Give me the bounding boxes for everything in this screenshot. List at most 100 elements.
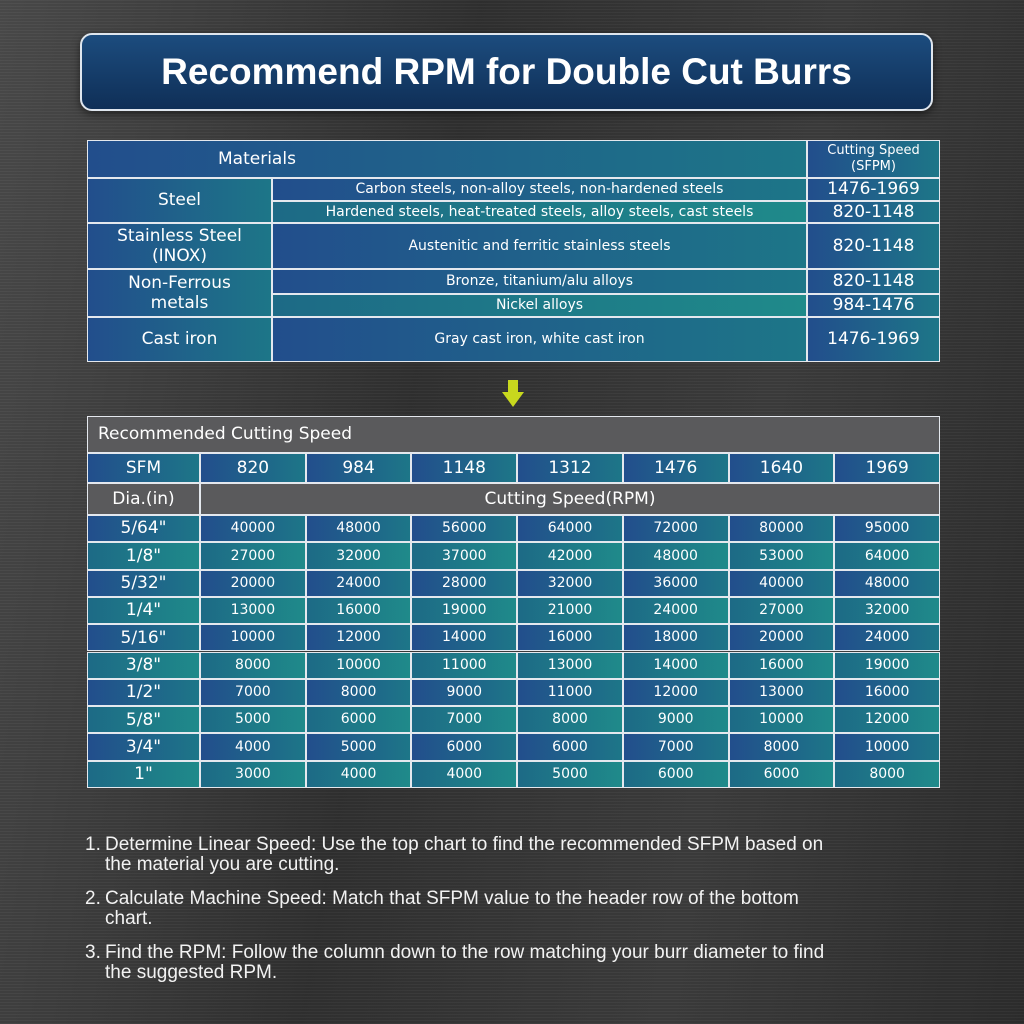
material-description: Gray cast iron, white cast iron — [272, 317, 807, 362]
rpm-value: 5000 — [517, 760, 623, 788]
step-number: 1. — [85, 834, 101, 855]
diameter: 5/16" — [87, 624, 200, 652]
rpm-value: 53000 — [728, 542, 835, 570]
rpm-value: 24000 — [622, 596, 729, 625]
sfm-value: 1312 — [517, 453, 623, 483]
speed-header-line: (SFPM) — [851, 159, 896, 174]
rpm-value: 10000 — [834, 733, 940, 761]
step-text: Determine Linear Speed: Use the top char… — [105, 834, 824, 875]
rpm-value: 64000 — [834, 542, 940, 570]
step-number: 3. — [85, 941, 101, 963]
rpm-value: 21000 — [517, 596, 623, 625]
rpm-value: 5000 — [305, 733, 412, 761]
rpm-value: 7000 — [200, 678, 306, 707]
rpm-value: 40000 — [200, 515, 306, 543]
rpm-value: 7000 — [411, 706, 518, 734]
rpm-value: 6000 — [305, 706, 412, 734]
title: Recommend RPM for Double Cut Burrs — [80, 33, 933, 111]
rpm-value: 48000 — [622, 542, 729, 570]
material-description: Hardened steels, heat-treated steels, al… — [272, 201, 807, 223]
cutting-speed: 984-1476 — [807, 294, 940, 317]
rpm-value: 24000 — [834, 624, 940, 652]
rpm-value: 12000 — [622, 678, 729, 707]
diameter: 5/32" — [87, 569, 200, 597]
material-name: Steel — [87, 178, 272, 223]
sfm-value: 1476 — [622, 453, 729, 483]
material-name: Cast iron — [87, 317, 272, 362]
rpm-value: 32000 — [305, 542, 412, 570]
cutting-speed: 820-1148 — [807, 223, 940, 269]
rpm-value: 9000 — [411, 678, 518, 707]
rpm-value: 10000 — [305, 651, 412, 679]
rpm-value: 6000 — [728, 760, 835, 788]
rpm-value: 48000 — [834, 569, 940, 597]
sfm-value: 984 — [305, 453, 412, 483]
dia-label: Dia.(in) — [87, 483, 200, 515]
arrow — [502, 380, 524, 407]
diameter: 1/8" — [87, 542, 200, 570]
cutting-speed: 1476-1969 — [807, 317, 940, 362]
rpm-value: 37000 — [411, 542, 518, 570]
diameter: 3/4" — [87, 733, 200, 761]
step: 1. Determine Linear Speed: Use the top ch… — [85, 835, 845, 875]
rpm-value: 40000 — [728, 569, 835, 597]
rpm-value: 8000 — [728, 733, 835, 761]
rpm-value: 6000 — [622, 760, 729, 788]
step: 3. Find the RPM: Follow the column down t… — [85, 941, 845, 983]
rpm-value: 95000 — [834, 515, 940, 543]
sfm-value: 1148 — [411, 453, 518, 483]
diameter: 1/4" — [87, 596, 200, 625]
material-description: Carbon steels, non-alloy steels, non-har… — [272, 178, 807, 201]
cutting-speed: 1476-1969 — [807, 178, 940, 201]
rpm-value: 3000 — [200, 760, 306, 788]
rpm-value: 9000 — [622, 706, 729, 734]
rpm-value: 13000 — [200, 596, 306, 625]
rpm-value: 13000 — [728, 678, 835, 707]
rpm-value: 80000 — [728, 515, 835, 543]
speed-header: Cutting Speed (SFPM) — [807, 140, 940, 178]
rpm-value: 6000 — [411, 733, 518, 761]
rpm-value: 4000 — [411, 760, 518, 788]
rpm-value: 11000 — [411, 651, 518, 679]
rpm-value: 11000 — [517, 678, 623, 707]
material-name: Stainless Steel (INOX) — [87, 223, 272, 269]
rpm-value: 8000 — [305, 678, 412, 707]
diameter: 5/64" — [87, 515, 200, 543]
rpm-value: 32000 — [834, 596, 940, 625]
rpm-label: Cutting Speed(RPM) — [200, 483, 940, 515]
rpm-value: 14000 — [411, 624, 518, 652]
rpm-value: 16000 — [305, 596, 412, 625]
material-description: Bronze, titanium/alu alloys — [272, 269, 807, 294]
step-text: Find the RPM: Follow the column down to … — [105, 941, 825, 983]
rpm-value: 8000 — [834, 760, 940, 788]
arrow-icon — [502, 380, 524, 407]
material-description: Austenitic and ferritic stainless steels — [272, 223, 807, 269]
rpm-value: 16000 — [728, 651, 835, 679]
rpm-value: 19000 — [411, 596, 518, 625]
rpm-value: 8000 — [200, 651, 306, 679]
speed-table-title: Recommended Cutting Speed — [87, 416, 940, 453]
rpm-value: 12000 — [834, 706, 940, 734]
rpm-value: 24000 — [305, 569, 412, 597]
rpm-value: 42000 — [517, 542, 623, 570]
rpm-value: 16000 — [517, 624, 623, 652]
rpm-value: 72000 — [622, 515, 729, 543]
rpm-value: 56000 — [411, 515, 518, 543]
rpm-value: 4000 — [200, 733, 306, 761]
sfm-label: SFM — [87, 453, 200, 483]
material-description: Nickel alloys — [272, 294, 807, 317]
speed-header-line: Cutting Speed — [827, 143, 920, 159]
sfm-value: 1969 — [834, 453, 940, 483]
rpm-value: 7000 — [622, 733, 729, 761]
rpm-value: 32000 — [517, 569, 623, 597]
sfm-value: 820 — [200, 453, 306, 483]
diameter: 1/2" — [87, 678, 200, 707]
rpm-value: 5000 — [200, 706, 306, 734]
diameter: 1" — [87, 760, 200, 788]
rpm-value: 6000 — [517, 733, 623, 761]
rpm-value: 16000 — [834, 678, 940, 707]
rpm-value: 27000 — [728, 596, 835, 625]
rpm-value: 18000 — [622, 624, 729, 652]
cutting-speed: 820-1148 — [807, 201, 940, 223]
